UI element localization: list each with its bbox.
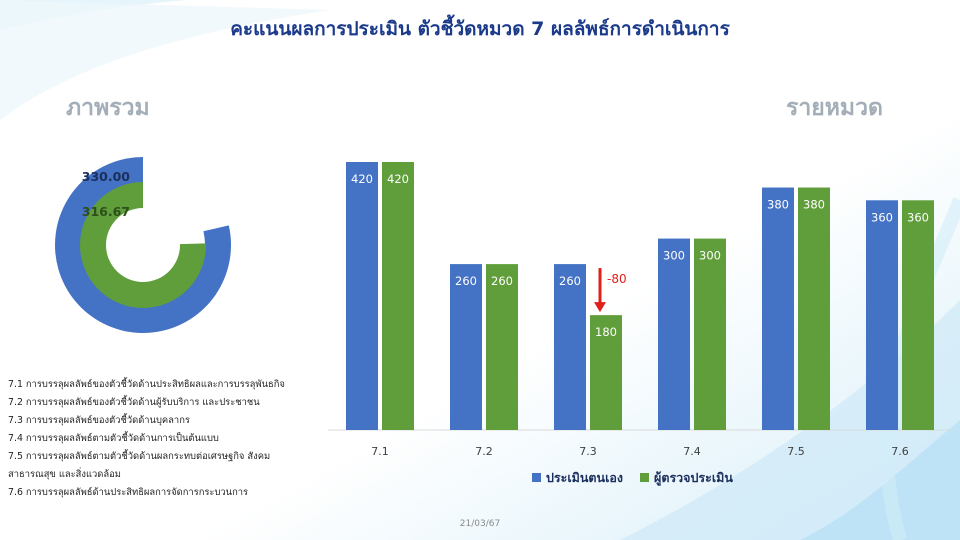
bar-value-label: 300 — [663, 249, 685, 263]
bar-self-7.3 — [554, 264, 586, 430]
bar-self-7.1 — [346, 162, 378, 430]
indicator-item: 7.4 การบรรลุผลลัพธ์ตามตัวชี้วัดด้านการเป… — [8, 433, 219, 444]
auditor-score-label: 316.67 — [82, 204, 130, 219]
bar-auditor-7.1 — [382, 162, 414, 430]
legend-swatch-auditor — [640, 473, 649, 482]
bar-value-label: 420 — [351, 172, 373, 186]
x-tick-label: 7.2 — [475, 445, 493, 458]
x-tick-label: 7.4 — [683, 445, 701, 458]
bar-auditor-7.3 — [590, 315, 622, 430]
category-bar-chart: 420 420 7.1 260 260 7.2 260 180 7.3 300 300 7.4 380 3… — [328, 162, 952, 486]
bar-value-label: 180 — [595, 325, 617, 339]
bar-auditor-7.2 — [486, 264, 518, 430]
x-tick-label: 7.3 — [579, 445, 597, 458]
page-title: คะแนนผลการประเมิน ตัวชี้วัดหมวด 7 ผลลัพธ… — [230, 18, 730, 40]
x-tick-label: 7.6 — [891, 445, 909, 458]
indicator-item: สาธารณสุข และสิ่งแวดล้อม — [8, 469, 121, 480]
bar-auditor-7.5 — [798, 187, 830, 430]
legend-label-auditor: ผู้ตรวจประเมิน — [654, 470, 733, 486]
bar-auditor-7.4 — [694, 238, 726, 430]
bar-value-label: 260 — [559, 274, 581, 288]
legend-swatch-self — [532, 473, 541, 482]
decrease-arrow-icon — [594, 302, 606, 313]
indicator-item: 7.1 การบรรลุผลลัพธ์ของตัวชี้วัดด้านประสิ… — [8, 379, 285, 390]
bar-value-label: 380 — [767, 198, 789, 212]
donut-arc-auditor — [80, 182, 206, 308]
bar-auditor-7.6 — [902, 200, 934, 430]
indicator-item: 7.5 การบรรลุผลลัพธ์ตามตัวชี้วัดด้านผลกระ… — [8, 451, 271, 462]
bar-self-7.4 — [658, 238, 690, 430]
category-heading: รายหมวด — [786, 95, 883, 121]
bar-value-label: 360 — [907, 210, 929, 224]
decrease-annotation-label: -80 — [607, 272, 627, 286]
bar-value-label: 420 — [387, 172, 409, 186]
indicator-item: 7.2 การบรรลุผลลัพธ์ของตัวชี้วัดด้านผู้รั… — [8, 397, 260, 408]
x-tick-label: 7.1 — [371, 445, 389, 458]
indicator-list: 7.1 การบรรลุผลลัพธ์ของตัวชี้วัดด้านประสิ… — [8, 376, 330, 502]
indicator-item: 7.6 การบรรลุผลลัพธ์ด้านประสิทธิผลการจัดก… — [8, 487, 249, 498]
self-score-label: 330.00 — [82, 169, 131, 184]
bar-self-7.2 — [450, 264, 482, 430]
bar-value-label: 380 — [803, 198, 825, 212]
bar-value-label: 360 — [871, 210, 893, 224]
bar-value-label: 260 — [491, 274, 513, 288]
overall-donut-chart: 330.00 316.67 — [55, 157, 231, 333]
bar-value-label: 260 — [455, 274, 477, 288]
bar-self-7.5 — [762, 187, 794, 430]
bar-value-label: 300 — [699, 249, 721, 263]
indicator-item: 7.3 การบรรลุผลลัพธ์ของตัวชี้วัดด้านบุคลา… — [8, 415, 190, 426]
legend-label-self: ประเมินตนเอง — [546, 470, 623, 485]
x-tick-label: 7.5 — [787, 445, 805, 458]
overall-heading: ภาพรวม — [66, 95, 150, 121]
footer-date: 21/03/67 — [459, 519, 501, 529]
bar-self-7.6 — [866, 200, 898, 430]
